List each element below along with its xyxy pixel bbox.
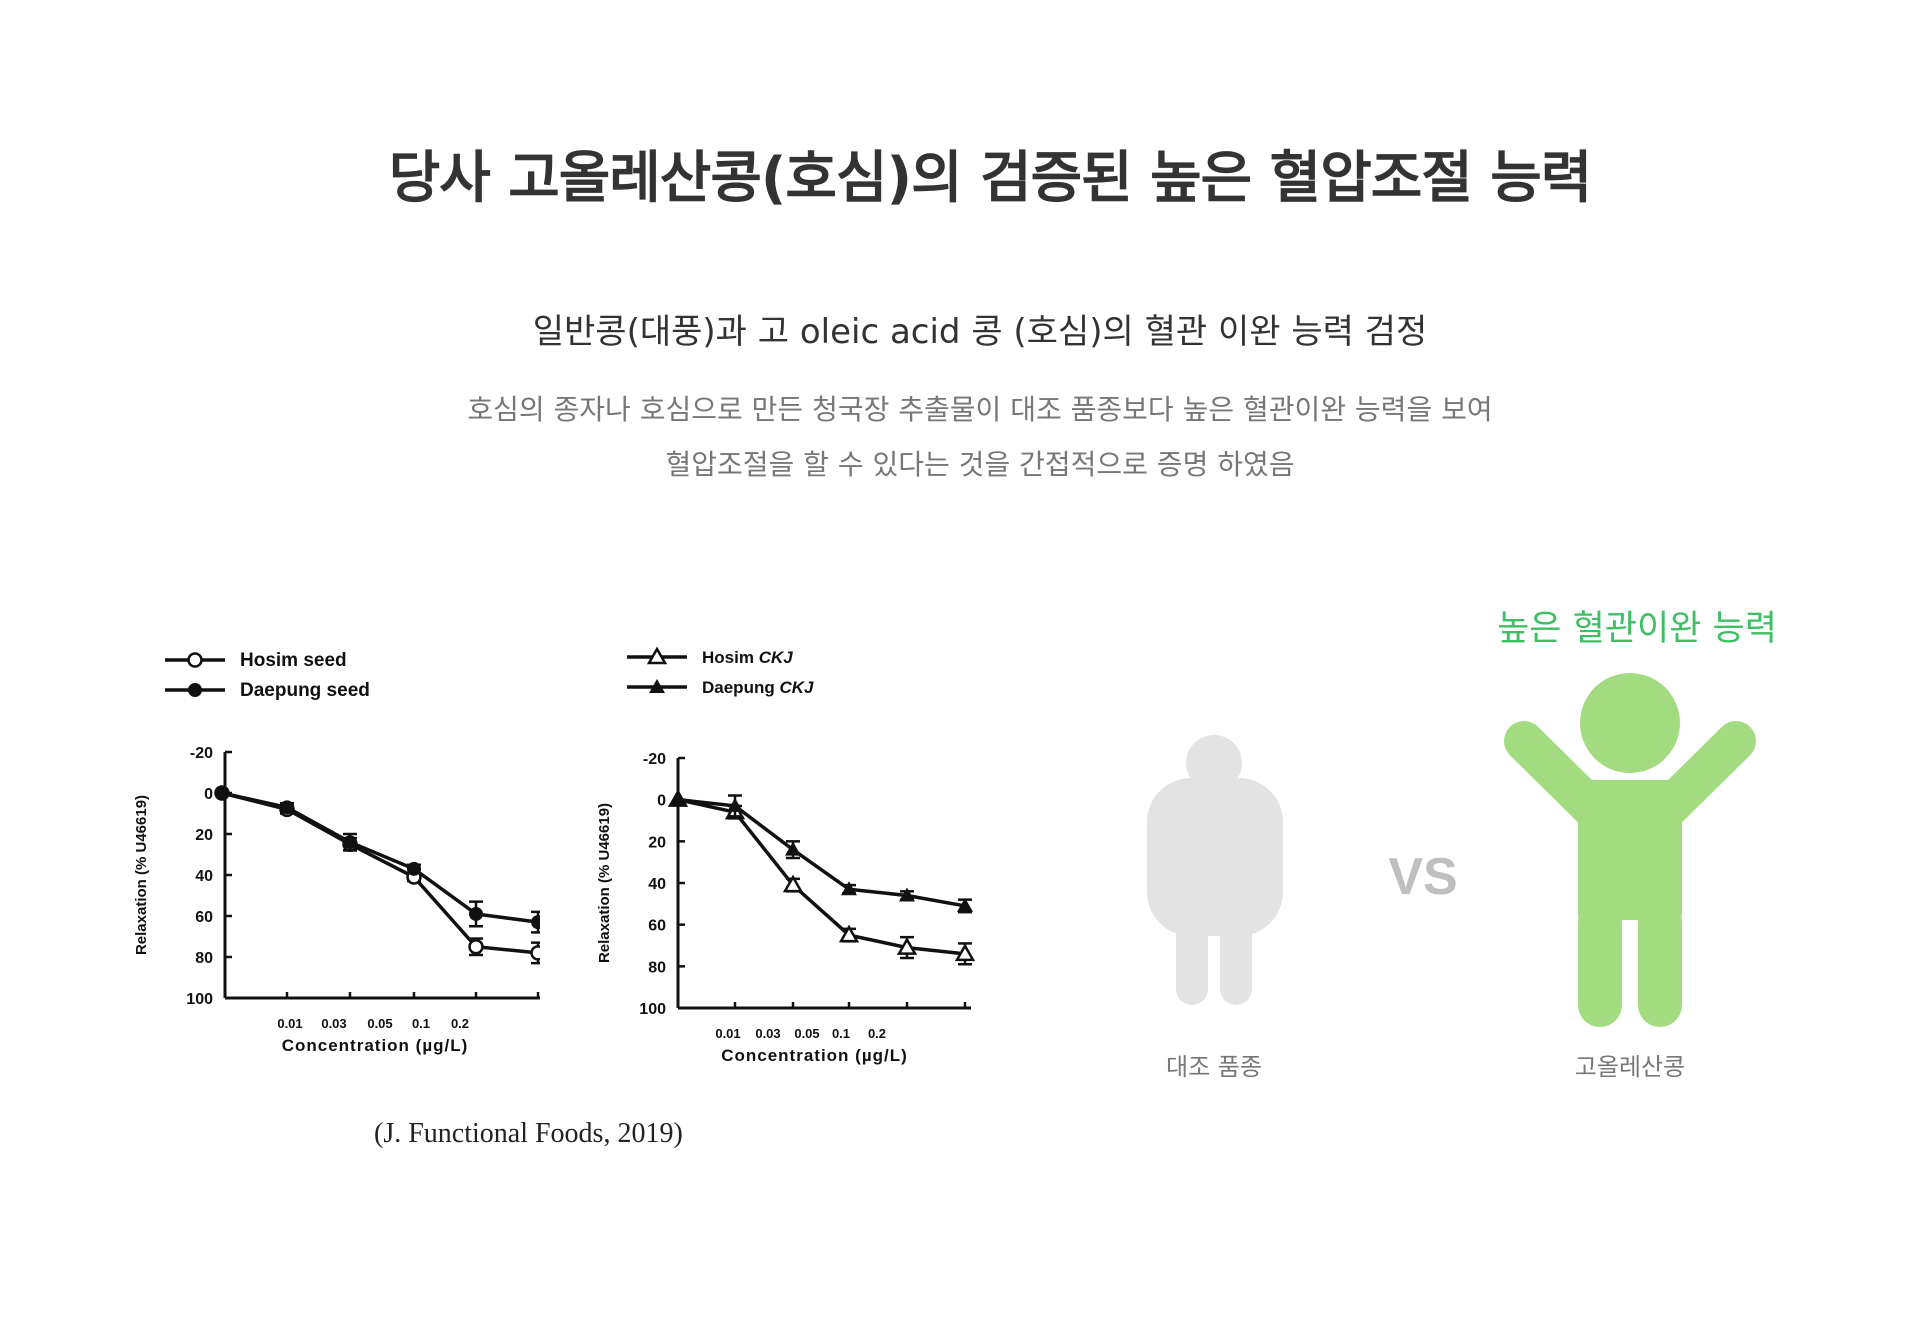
series-line-1 bbox=[221, 791, 539, 924]
data-point bbox=[343, 835, 357, 850]
data-point bbox=[531, 915, 540, 930]
x-tick-label: 0.2 bbox=[868, 1026, 886, 1041]
control-variety-label: 대조 품종 bbox=[1166, 1053, 1262, 1081]
subtitle: 일반콩(대풍)과 고 oleic acid 콩 (호심)의 혈관 이완 능력 검… bbox=[532, 312, 1428, 352]
legend-marker bbox=[646, 646, 668, 665]
y-tick-label: 0 bbox=[204, 786, 213, 803]
data-point bbox=[896, 937, 918, 955]
data-point bbox=[469, 906, 483, 921]
data-point bbox=[407, 861, 421, 876]
y-tick-label: 60 bbox=[648, 918, 666, 935]
citation: (J. Functional Foods, 2019) bbox=[374, 1118, 683, 1149]
x-tick-label: 0.03 bbox=[321, 1016, 346, 1031]
series-line-1 bbox=[677, 797, 966, 908]
x-tick-label: 0.2 bbox=[451, 1016, 469, 1031]
legend-entry: Daepung CKJ bbox=[702, 678, 814, 697]
data-point bbox=[215, 786, 229, 800]
y-tick-label: 100 bbox=[186, 991, 213, 1008]
y-tick-label: 80 bbox=[648, 959, 666, 976]
legend-entry: Daepung seed bbox=[240, 680, 370, 701]
data-point bbox=[957, 897, 973, 912]
legend-marker bbox=[649, 679, 665, 693]
data-point bbox=[530, 945, 540, 961]
vs-label: VS bbox=[1388, 848, 1457, 906]
y-axis-label: Relaxation (% U46619) bbox=[596, 803, 613, 963]
data-point bbox=[468, 939, 484, 955]
legend-marker bbox=[188, 683, 202, 697]
y-tick-label: -20 bbox=[643, 751, 666, 768]
chart-seed: Hosim seed Daepung seed -20 0 20 40 60 80 100 0.0… bbox=[133, 650, 540, 1055]
series-line-0 bbox=[221, 791, 539, 955]
data-point bbox=[841, 881, 857, 896]
x-tick-label: 0.1 bbox=[412, 1016, 430, 1031]
data-point bbox=[782, 874, 804, 893]
illustration-headline: 높은 혈관이완 능력 bbox=[1497, 609, 1777, 649]
x-tick-label: 0.1 bbox=[832, 1026, 850, 1041]
x-tick-label: 0.05 bbox=[794, 1026, 819, 1041]
y-tick-label: -20 bbox=[190, 745, 213, 762]
x-tick-label: 0.05 bbox=[367, 1016, 392, 1031]
data-point bbox=[785, 841, 801, 856]
y-axis-label: Relaxation (% U46619) bbox=[133, 795, 150, 955]
data-point bbox=[954, 943, 976, 962]
high-oleic-variety-label: 고올레산콩 bbox=[1575, 1053, 1685, 1081]
x-tick-label: 0.03 bbox=[755, 1026, 780, 1041]
x-tick-label: 0.01 bbox=[715, 1026, 740, 1041]
data-point bbox=[899, 887, 915, 902]
series-line-0 bbox=[677, 797, 966, 956]
legend-marker bbox=[187, 652, 203, 668]
page-title: 당사 고올레산콩(호심)의 검증된 높은 혈압조절 능력 bbox=[388, 146, 1593, 211]
description-line-1: 호심의 종자나 호심으로 만든 청국장 추출물이 대조 품종보다 높은 혈관이완… bbox=[467, 393, 1493, 426]
x-axis-label: Concentration (µg/L) bbox=[282, 1036, 469, 1055]
y-tick-label: 80 bbox=[195, 950, 213, 967]
chart-ckj: Hosim CKJ Daepung CKJ -20 0 20 40 60 80 100 0.01 0… bbox=[596, 646, 976, 1065]
legend-entry: Hosim seed bbox=[240, 650, 347, 671]
y-tick-label: 100 bbox=[639, 1001, 666, 1018]
y-tick-label: 0 bbox=[657, 793, 666, 810]
y-tick-label: 40 bbox=[648, 876, 666, 893]
legend-entry: Hosim CKJ bbox=[702, 648, 793, 667]
y-tick-label: 60 bbox=[195, 909, 213, 926]
x-tick-label: 0.01 bbox=[277, 1016, 302, 1031]
description-line-2: 혈압조절을 할 수 있다는 것을 간접적으로 증명 하였음 bbox=[665, 448, 1295, 481]
data-point bbox=[280, 800, 294, 815]
y-tick-label: 40 bbox=[195, 868, 213, 885]
x-axis-label: Concentration (µg/L) bbox=[721, 1046, 908, 1065]
y-tick-label: 20 bbox=[648, 834, 666, 851]
data-point bbox=[670, 791, 686, 806]
green-person-icon bbox=[1504, 673, 1756, 1027]
data-point bbox=[727, 797, 743, 812]
y-tick-label: 20 bbox=[195, 827, 213, 844]
data-point bbox=[838, 924, 860, 943]
gray-person-icon bbox=[1147, 735, 1283, 1005]
